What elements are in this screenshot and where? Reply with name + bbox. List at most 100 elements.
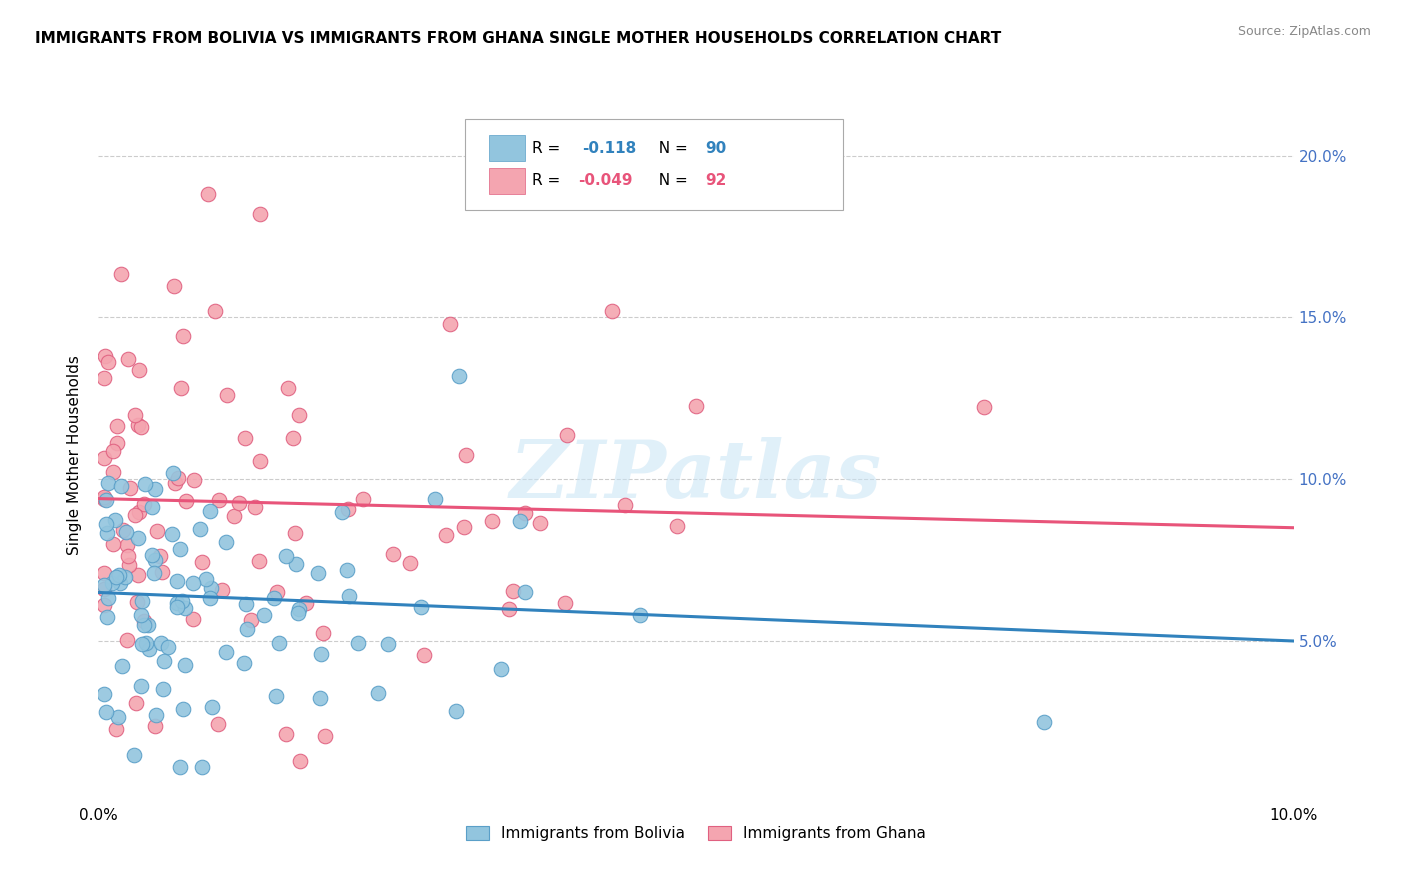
- Point: [93, 578, 115, 592]
- Point: [112, 523, 135, 537]
- Point: [118, 481, 141, 495]
- Point: [243, 500, 266, 514]
- Point: [481, 514, 503, 528]
- Text: R =: R =: [533, 173, 565, 188]
- Point: [204, 304, 226, 318]
- Point: [228, 496, 250, 510]
- Point: [194, 573, 217, 587]
- Point: [124, 408, 146, 422]
- Point: [115, 538, 138, 552]
- Point: [97, 354, 120, 368]
- Y-axis label: Single Mother Households: Single Mother Households: [67, 355, 83, 555]
- Point: [153, 654, 176, 668]
- Point: [233, 656, 256, 670]
- Point: [200, 591, 222, 606]
- Point: [288, 754, 311, 768]
- Point: [222, 509, 245, 524]
- FancyBboxPatch shape: [465, 119, 844, 210]
- Text: Source: ZipAtlas.com: Source: ZipAtlas.com: [1237, 25, 1371, 38]
- Point: [127, 417, 149, 432]
- Point: [129, 420, 152, 434]
- Point: [134, 476, 156, 491]
- Point: [412, 648, 434, 663]
- Point: [266, 585, 288, 599]
- Point: [240, 613, 263, 627]
- Point: [439, 317, 461, 331]
- Text: N =: N =: [650, 173, 693, 188]
- Point: [127, 532, 149, 546]
- Legend: Immigrants from Bolivia, Immigrants from Ghana: Immigrants from Bolivia, Immigrants from…: [460, 820, 932, 847]
- Point: [129, 679, 152, 693]
- Text: -0.118: -0.118: [582, 141, 637, 155]
- Point: [100, 576, 122, 591]
- Point: [174, 657, 197, 672]
- Point: [367, 686, 389, 700]
- Point: [235, 597, 257, 611]
- Point: [118, 558, 141, 573]
- Point: [162, 279, 184, 293]
- Point: [169, 542, 191, 557]
- Point: [129, 607, 152, 622]
- Point: [104, 513, 127, 527]
- Point: [267, 635, 290, 649]
- Point: [602, 304, 624, 318]
- Point: [124, 508, 146, 523]
- Point: [131, 637, 153, 651]
- Point: [281, 431, 304, 445]
- Point: [114, 570, 136, 584]
- Point: [97, 475, 120, 490]
- Point: [276, 381, 298, 395]
- Point: [208, 492, 231, 507]
- Point: [685, 399, 707, 413]
- Point: [181, 576, 204, 591]
- Point: [166, 597, 188, 611]
- Point: [207, 717, 229, 731]
- Point: [308, 690, 330, 705]
- Point: [215, 534, 238, 549]
- Point: [287, 409, 309, 423]
- Point: [666, 518, 689, 533]
- Point: [454, 448, 477, 462]
- Point: [274, 726, 297, 740]
- Point: [166, 574, 188, 589]
- Point: [284, 526, 307, 541]
- Point: [191, 760, 214, 774]
- Point: [149, 549, 172, 563]
- Point: [117, 549, 139, 564]
- Point: [141, 500, 163, 514]
- Point: [128, 505, 150, 519]
- Point: [249, 454, 271, 468]
- Point: [101, 465, 124, 479]
- Point: [128, 362, 150, 376]
- Point: [252, 607, 274, 622]
- Text: N =: N =: [650, 141, 693, 155]
- Point: [288, 601, 311, 615]
- Point: [122, 747, 145, 762]
- Point: [217, 388, 239, 402]
- Bar: [489, 168, 524, 194]
- Point: [93, 490, 115, 504]
- Point: [141, 548, 163, 562]
- Point: [174, 494, 197, 508]
- Point: [105, 418, 128, 433]
- Point: [162, 467, 184, 481]
- Point: [491, 663, 513, 677]
- Point: [423, 492, 446, 507]
- Point: [135, 636, 157, 650]
- Point: [513, 506, 536, 520]
- Point: [93, 451, 115, 466]
- Point: [160, 526, 183, 541]
- Text: ZIPatlas: ZIPatlas: [510, 437, 882, 515]
- Point: [136, 617, 159, 632]
- Point: [181, 612, 204, 626]
- Point: [96, 610, 118, 624]
- Point: [107, 710, 129, 724]
- Point: [215, 645, 238, 659]
- Point: [93, 566, 115, 580]
- Point: [314, 729, 336, 743]
- Point: [101, 443, 124, 458]
- Text: IMMIGRANTS FROM BOLIVIA VS IMMIGRANTS FROM GHANA SINGLE MOTHER HOUSEHOLDS CORREL: IMMIGRANTS FROM BOLIVIA VS IMMIGRANTS FR…: [35, 31, 1001, 46]
- Point: [447, 368, 470, 383]
- Point: [138, 641, 160, 656]
- Point: [125, 696, 148, 710]
